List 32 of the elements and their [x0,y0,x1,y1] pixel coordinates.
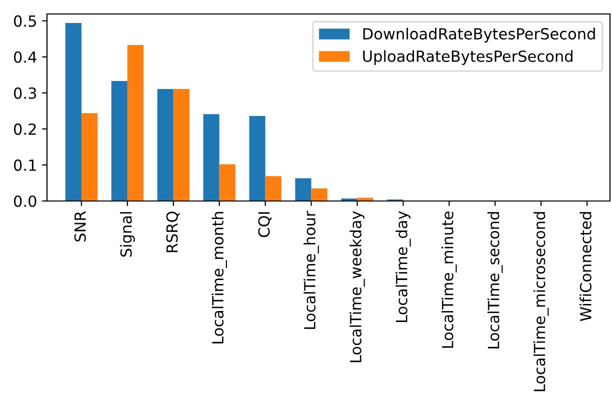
legend-label: DownloadRateBytesPerSecond [363,28,595,43]
x-tick-label: LocalTime_day [396,211,411,322]
x-tick-label: Signal [120,212,135,257]
x-tick-label: RSRQ [166,212,180,252]
bar [157,88,174,201]
x-tick-label: LocalTime_month [212,212,227,344]
y-tick-label: 0.5 [14,15,36,27]
bar [265,176,282,201]
y-tick-label: 0.2 [14,123,36,135]
bar [311,188,328,201]
bar [65,23,82,201]
x-tick-label: LocalTime_second [487,212,503,348]
x-tick-label: LocalTime_minute [442,212,457,348]
x-tick-label: LocalTime_microsecond [533,212,549,392]
y-tick-label: 0.0 [14,195,36,208]
bar [203,114,220,201]
y-tick-label: 0.3 [14,87,36,99]
bar [249,116,266,201]
bar [295,178,312,201]
bar [81,113,98,201]
y-tick-label: 0.4 [14,51,36,63]
y-tick-label: 0.1 [14,159,36,171]
bar [127,44,144,201]
x-tick-label: CQI [258,212,272,238]
bar [111,81,128,201]
x-tick-label: LocalTime_weekday [350,211,365,362]
x-tick-label: SNR [74,211,86,242]
bar [173,88,190,201]
x-tick-label: WifiConnected [580,212,592,322]
bar [219,164,236,201]
x-tick-label: LocalTime_hour [304,210,319,329]
legend-label: UploadRateBytesPerSecond [363,50,572,65]
